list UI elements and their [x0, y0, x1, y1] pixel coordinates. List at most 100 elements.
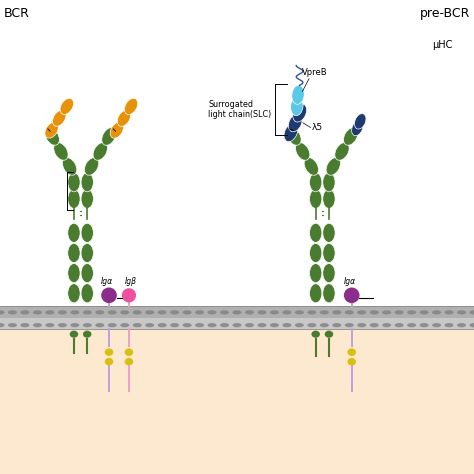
Ellipse shape: [158, 323, 167, 328]
Ellipse shape: [347, 348, 356, 356]
Ellipse shape: [332, 310, 341, 315]
Ellipse shape: [292, 85, 304, 104]
Ellipse shape: [357, 323, 366, 328]
Ellipse shape: [170, 323, 179, 328]
Ellipse shape: [295, 143, 310, 160]
Ellipse shape: [83, 310, 92, 315]
Ellipse shape: [445, 310, 454, 315]
Ellipse shape: [395, 323, 404, 328]
Ellipse shape: [310, 264, 322, 283]
Ellipse shape: [182, 323, 191, 328]
Ellipse shape: [220, 310, 229, 315]
Ellipse shape: [158, 310, 167, 315]
Ellipse shape: [323, 244, 335, 263]
Ellipse shape: [407, 323, 416, 328]
Ellipse shape: [68, 264, 80, 283]
Ellipse shape: [0, 323, 5, 328]
Ellipse shape: [457, 323, 466, 328]
Ellipse shape: [344, 128, 358, 145]
Ellipse shape: [105, 358, 113, 365]
Ellipse shape: [33, 310, 42, 315]
Ellipse shape: [295, 310, 304, 315]
Ellipse shape: [95, 310, 104, 315]
Text: VpreB: VpreB: [302, 68, 328, 77]
Ellipse shape: [332, 323, 341, 328]
Ellipse shape: [46, 310, 55, 315]
Ellipse shape: [101, 287, 117, 303]
Ellipse shape: [382, 323, 391, 328]
Ellipse shape: [125, 348, 133, 356]
Ellipse shape: [432, 310, 441, 315]
Ellipse shape: [68, 173, 80, 192]
Ellipse shape: [0, 310, 5, 315]
Ellipse shape: [81, 189, 93, 209]
Ellipse shape: [432, 323, 441, 328]
Ellipse shape: [117, 110, 131, 127]
Ellipse shape: [283, 310, 292, 315]
Text: μHC: μHC: [432, 40, 453, 50]
Ellipse shape: [469, 323, 474, 328]
Ellipse shape: [133, 323, 142, 328]
Ellipse shape: [323, 223, 335, 242]
Ellipse shape: [120, 310, 129, 315]
Ellipse shape: [310, 173, 322, 192]
Ellipse shape: [81, 173, 93, 192]
Ellipse shape: [220, 323, 229, 328]
Ellipse shape: [68, 189, 80, 209]
Ellipse shape: [8, 310, 17, 315]
Ellipse shape: [195, 323, 204, 328]
Text: Igα: Igα: [344, 277, 356, 286]
Ellipse shape: [108, 323, 117, 328]
Ellipse shape: [469, 310, 474, 315]
Ellipse shape: [320, 310, 329, 315]
Ellipse shape: [145, 323, 154, 328]
Ellipse shape: [345, 323, 354, 328]
Ellipse shape: [352, 120, 363, 136]
Bar: [0, 329, 474, 474]
Ellipse shape: [70, 331, 78, 337]
Ellipse shape: [110, 122, 124, 138]
Ellipse shape: [270, 323, 279, 328]
Text: Igα: Igα: [101, 277, 113, 286]
Ellipse shape: [54, 143, 68, 160]
Ellipse shape: [283, 323, 292, 328]
Ellipse shape: [46, 323, 55, 328]
Ellipse shape: [8, 323, 17, 328]
Ellipse shape: [208, 310, 217, 315]
Ellipse shape: [293, 104, 307, 122]
Ellipse shape: [33, 323, 42, 328]
Ellipse shape: [407, 310, 416, 315]
Ellipse shape: [419, 310, 428, 315]
Ellipse shape: [81, 244, 93, 263]
Ellipse shape: [20, 310, 29, 315]
Ellipse shape: [232, 323, 242, 328]
Ellipse shape: [125, 358, 133, 365]
Ellipse shape: [310, 223, 322, 242]
Ellipse shape: [345, 310, 354, 315]
Ellipse shape: [307, 310, 316, 315]
Ellipse shape: [395, 310, 404, 315]
Ellipse shape: [84, 158, 99, 175]
Ellipse shape: [108, 310, 117, 315]
Ellipse shape: [63, 158, 77, 175]
Ellipse shape: [323, 264, 335, 283]
Ellipse shape: [323, 173, 335, 192]
Ellipse shape: [195, 310, 204, 315]
Ellipse shape: [105, 348, 113, 356]
Ellipse shape: [81, 284, 93, 303]
Ellipse shape: [310, 189, 322, 209]
Ellipse shape: [355, 114, 366, 129]
Ellipse shape: [45, 128, 59, 145]
Ellipse shape: [326, 158, 340, 175]
Ellipse shape: [102, 128, 116, 145]
Ellipse shape: [45, 122, 58, 138]
Ellipse shape: [320, 323, 329, 328]
Ellipse shape: [335, 143, 349, 160]
Ellipse shape: [257, 310, 266, 315]
Text: Igβ: Igβ: [124, 277, 137, 286]
Ellipse shape: [145, 310, 154, 315]
Ellipse shape: [170, 310, 179, 315]
Ellipse shape: [311, 331, 320, 337]
Ellipse shape: [270, 310, 279, 315]
Ellipse shape: [70, 310, 79, 315]
